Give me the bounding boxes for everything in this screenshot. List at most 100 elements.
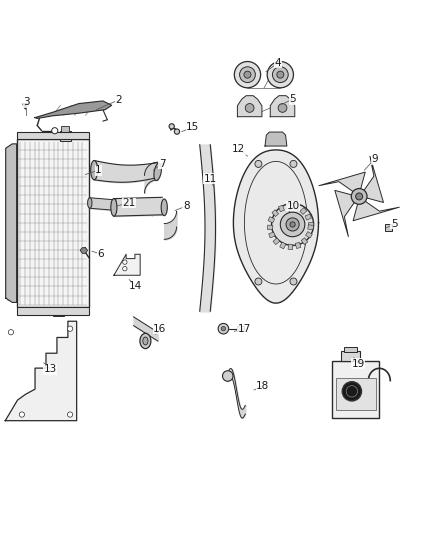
Text: 18: 18 bbox=[256, 381, 269, 391]
Text: 11: 11 bbox=[204, 174, 217, 184]
Bar bbox=[272, 209, 279, 216]
Text: 2: 2 bbox=[115, 95, 122, 105]
Bar bbox=[385, 224, 392, 231]
Circle shape bbox=[244, 71, 251, 78]
Text: 12: 12 bbox=[232, 144, 245, 154]
Circle shape bbox=[169, 124, 174, 129]
Bar bbox=[293, 204, 300, 211]
Bar bbox=[267, 225, 273, 230]
Bar bbox=[279, 205, 284, 212]
Circle shape bbox=[123, 266, 127, 271]
Bar bbox=[268, 216, 275, 223]
Polygon shape bbox=[5, 321, 77, 421]
Polygon shape bbox=[6, 144, 17, 302]
Circle shape bbox=[174, 129, 180, 134]
Circle shape bbox=[351, 189, 367, 204]
Text: 9: 9 bbox=[371, 154, 378, 164]
Text: 4: 4 bbox=[275, 58, 282, 68]
Bar bbox=[301, 238, 308, 245]
Circle shape bbox=[245, 103, 254, 112]
Ellipse shape bbox=[88, 198, 92, 208]
Bar bbox=[288, 244, 293, 250]
Text: 15: 15 bbox=[186, 122, 199, 132]
Circle shape bbox=[19, 412, 25, 417]
Bar bbox=[17, 132, 89, 140]
Polygon shape bbox=[270, 96, 295, 117]
Text: 3: 3 bbox=[23, 97, 30, 107]
Text: 5: 5 bbox=[289, 94, 296, 104]
Circle shape bbox=[255, 160, 262, 167]
Ellipse shape bbox=[161, 199, 167, 216]
Polygon shape bbox=[319, 172, 365, 193]
Circle shape bbox=[267, 61, 293, 88]
Text: 10: 10 bbox=[287, 201, 300, 211]
Circle shape bbox=[278, 103, 287, 112]
Circle shape bbox=[290, 160, 297, 167]
Circle shape bbox=[272, 204, 314, 246]
Bar bbox=[17, 307, 89, 314]
Text: 5: 5 bbox=[391, 219, 398, 229]
Circle shape bbox=[221, 327, 226, 331]
Circle shape bbox=[67, 326, 73, 332]
Ellipse shape bbox=[111, 199, 117, 216]
Text: 1: 1 bbox=[95, 165, 102, 175]
Circle shape bbox=[346, 386, 357, 397]
Text: 14: 14 bbox=[129, 281, 142, 291]
Text: 8: 8 bbox=[183, 201, 190, 211]
Ellipse shape bbox=[91, 160, 98, 180]
Bar bbox=[341, 351, 360, 361]
Polygon shape bbox=[362, 156, 384, 203]
Circle shape bbox=[277, 71, 284, 78]
Circle shape bbox=[52, 128, 58, 134]
Text: 13: 13 bbox=[44, 365, 57, 374]
Polygon shape bbox=[233, 150, 318, 303]
Circle shape bbox=[280, 212, 305, 237]
Bar bbox=[286, 204, 291, 209]
Text: 21: 21 bbox=[123, 198, 136, 208]
Text: 7: 7 bbox=[159, 159, 166, 168]
Circle shape bbox=[67, 412, 73, 417]
Circle shape bbox=[286, 218, 299, 231]
Polygon shape bbox=[237, 96, 262, 117]
Circle shape bbox=[218, 324, 229, 334]
Polygon shape bbox=[353, 199, 399, 221]
Circle shape bbox=[272, 67, 288, 83]
Polygon shape bbox=[265, 132, 287, 146]
Bar bbox=[17, 140, 89, 307]
Text: 6: 6 bbox=[97, 249, 104, 259]
Bar bbox=[308, 222, 313, 227]
Ellipse shape bbox=[143, 337, 148, 345]
Ellipse shape bbox=[140, 333, 151, 349]
Bar bbox=[280, 242, 286, 249]
Circle shape bbox=[234, 61, 261, 88]
Bar bbox=[60, 131, 71, 141]
Bar bbox=[237, 326, 244, 332]
Circle shape bbox=[255, 278, 262, 285]
Polygon shape bbox=[335, 190, 356, 237]
Circle shape bbox=[342, 382, 361, 401]
Circle shape bbox=[123, 260, 127, 264]
Bar bbox=[306, 232, 312, 238]
Bar bbox=[308, 225, 314, 230]
Ellipse shape bbox=[154, 163, 162, 181]
Bar bbox=[332, 361, 379, 418]
Polygon shape bbox=[80, 248, 88, 253]
Bar bbox=[336, 378, 376, 410]
Text: 19: 19 bbox=[352, 359, 365, 369]
Circle shape bbox=[290, 278, 297, 285]
Bar bbox=[305, 214, 311, 220]
Text: 16: 16 bbox=[153, 324, 166, 334]
Bar bbox=[61, 126, 69, 132]
Circle shape bbox=[290, 222, 295, 227]
Bar bbox=[300, 208, 307, 214]
Polygon shape bbox=[35, 101, 112, 118]
Text: 17: 17 bbox=[238, 324, 251, 334]
Bar bbox=[269, 232, 275, 238]
Circle shape bbox=[223, 371, 233, 381]
Bar bbox=[295, 243, 301, 248]
Circle shape bbox=[8, 329, 14, 335]
Bar bbox=[53, 307, 64, 317]
Bar bbox=[344, 346, 357, 352]
Circle shape bbox=[356, 193, 363, 200]
Polygon shape bbox=[114, 254, 140, 275]
